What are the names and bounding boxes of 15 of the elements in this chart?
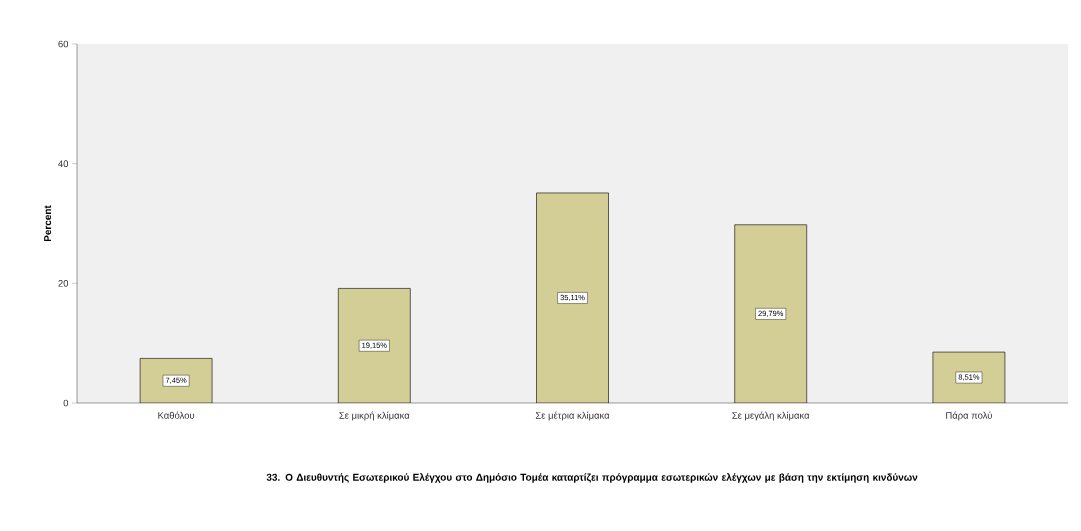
x-tick-label: Σε μικρή κλίμακα [339,411,410,421]
y-tick-label: 0 [63,399,69,407]
bar [932,351,1006,403]
x-tick-label: Καθόλου [158,411,195,419]
y-tick-label: 40 [58,160,69,168]
x-tick-label: Πάρα πολύ [946,411,992,421]
bar [734,224,807,403]
y-tick-label: 20 [58,279,69,287]
y-tick-label: 60 [58,40,69,48]
x-tick-label: Σε μεγάλη κλίμακα [732,411,810,421]
y-axis-title: Percent [44,205,52,242]
bar [536,192,609,403]
bar [338,288,411,403]
x-tick-label: Σε μέτρια κλίμακα [535,411,610,421]
text: 33. Ο Διευθυντής Εσωτερικού Ελέγχου στο Δημόσιο Τομέα καταρτίζει πρόγραμμα εσωτερικών ελέγχων με βάση την εκτίμηση κινδύνων [266,473,918,483]
